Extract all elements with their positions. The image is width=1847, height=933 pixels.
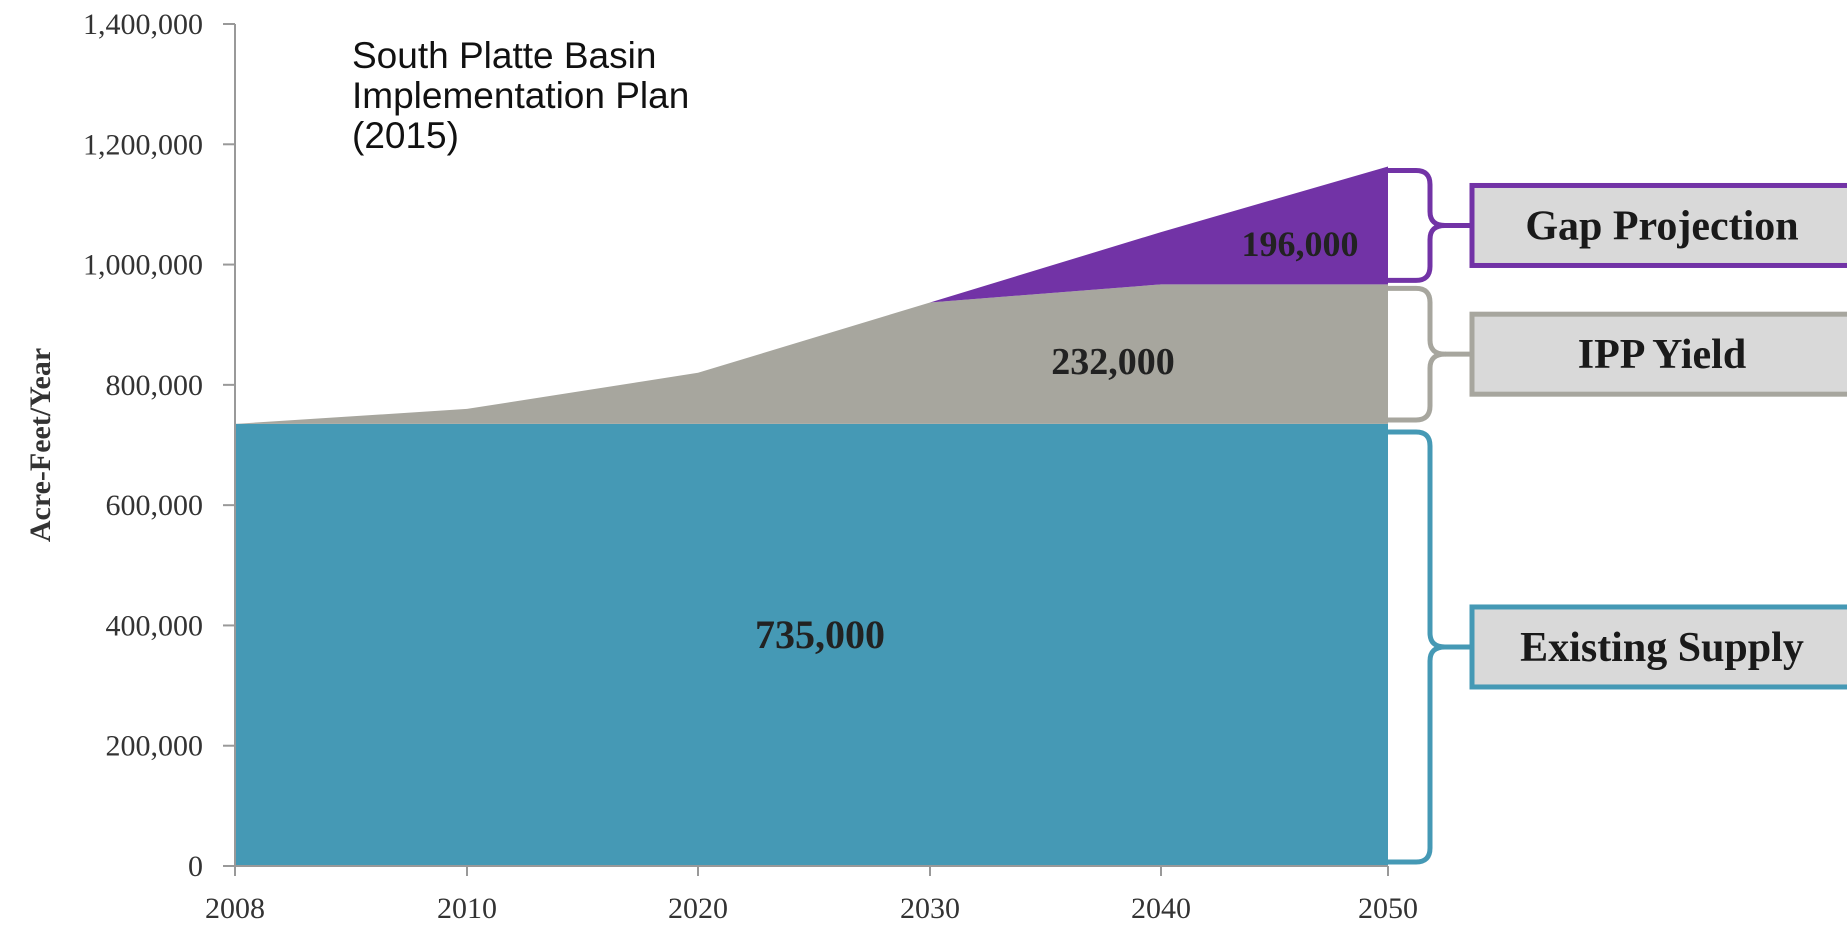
existing-supply-bracket (1388, 429, 1448, 865)
y-tick-label: 1,400,000 (83, 8, 203, 41)
y-tick-label: 1,200,000 (83, 128, 203, 161)
existing-supply-area (235, 423, 1388, 866)
axes (223, 23, 1389, 876)
legend-boxes: Gap Projection IPP Yield Existing Supply (1445, 182, 1847, 690)
area-value-labels: 735,000 232,000 196,000 (755, 224, 1359, 657)
existing-supply-legend-label: Existing Supply (1520, 625, 1804, 671)
gap-projection-box (1469, 182, 1847, 268)
ipp-yield-value-label: 232,000 (1051, 341, 1175, 383)
plan-note-line-1: South Platte Basin (352, 35, 656, 76)
x-tick-label: 2010 (437, 892, 497, 925)
x-tick-label: 2050 (1358, 892, 1418, 925)
ipp-yield-area (235, 284, 1388, 424)
y-tick-label: 0 (188, 850, 203, 883)
x-tick-label: 2030 (900, 892, 960, 925)
plan-note-line-2: Implementation Plan (352, 75, 689, 116)
x-tick-labels: 2008 2010 2020 2030 2040 2050 (205, 892, 1418, 925)
existing-supply-value-label: 735,000 (755, 612, 885, 657)
y-tick-label: 1,000,000 (83, 249, 203, 282)
x-tick-label: 2040 (1131, 892, 1191, 925)
gap-projection-bracket (1388, 168, 1448, 283)
plan-note-line-3: (2015) (352, 115, 459, 156)
y-tick-label: 600,000 (106, 489, 204, 522)
y-tick-label: 400,000 (106, 609, 204, 642)
y-axis-title: Acre-Feet/Year (24, 348, 57, 542)
x-tick-label: 2008 (205, 892, 265, 925)
y-tick-label: 800,000 (106, 369, 204, 402)
x-tick-label: 2020 (668, 892, 728, 925)
existing-supply-box (1469, 604, 1847, 690)
y-tick-label: 200,000 (106, 730, 204, 763)
ipp-yield-box (1469, 311, 1847, 397)
legend-brackets (1388, 168, 1448, 865)
y-tick-labels: 0 200,000 400,000 600,000 800,000 1,000,000 1,… (83, 8, 203, 883)
ipp-yield-bracket (1388, 285, 1448, 423)
ipp-yield-legend-label: IPP Yield (1578, 332, 1746, 378)
stacked-areas (235, 166, 1388, 866)
gap-projection-value-label: 196,000 (1242, 224, 1359, 264)
gap-projection-legend-label: Gap Projection (1525, 203, 1798, 249)
